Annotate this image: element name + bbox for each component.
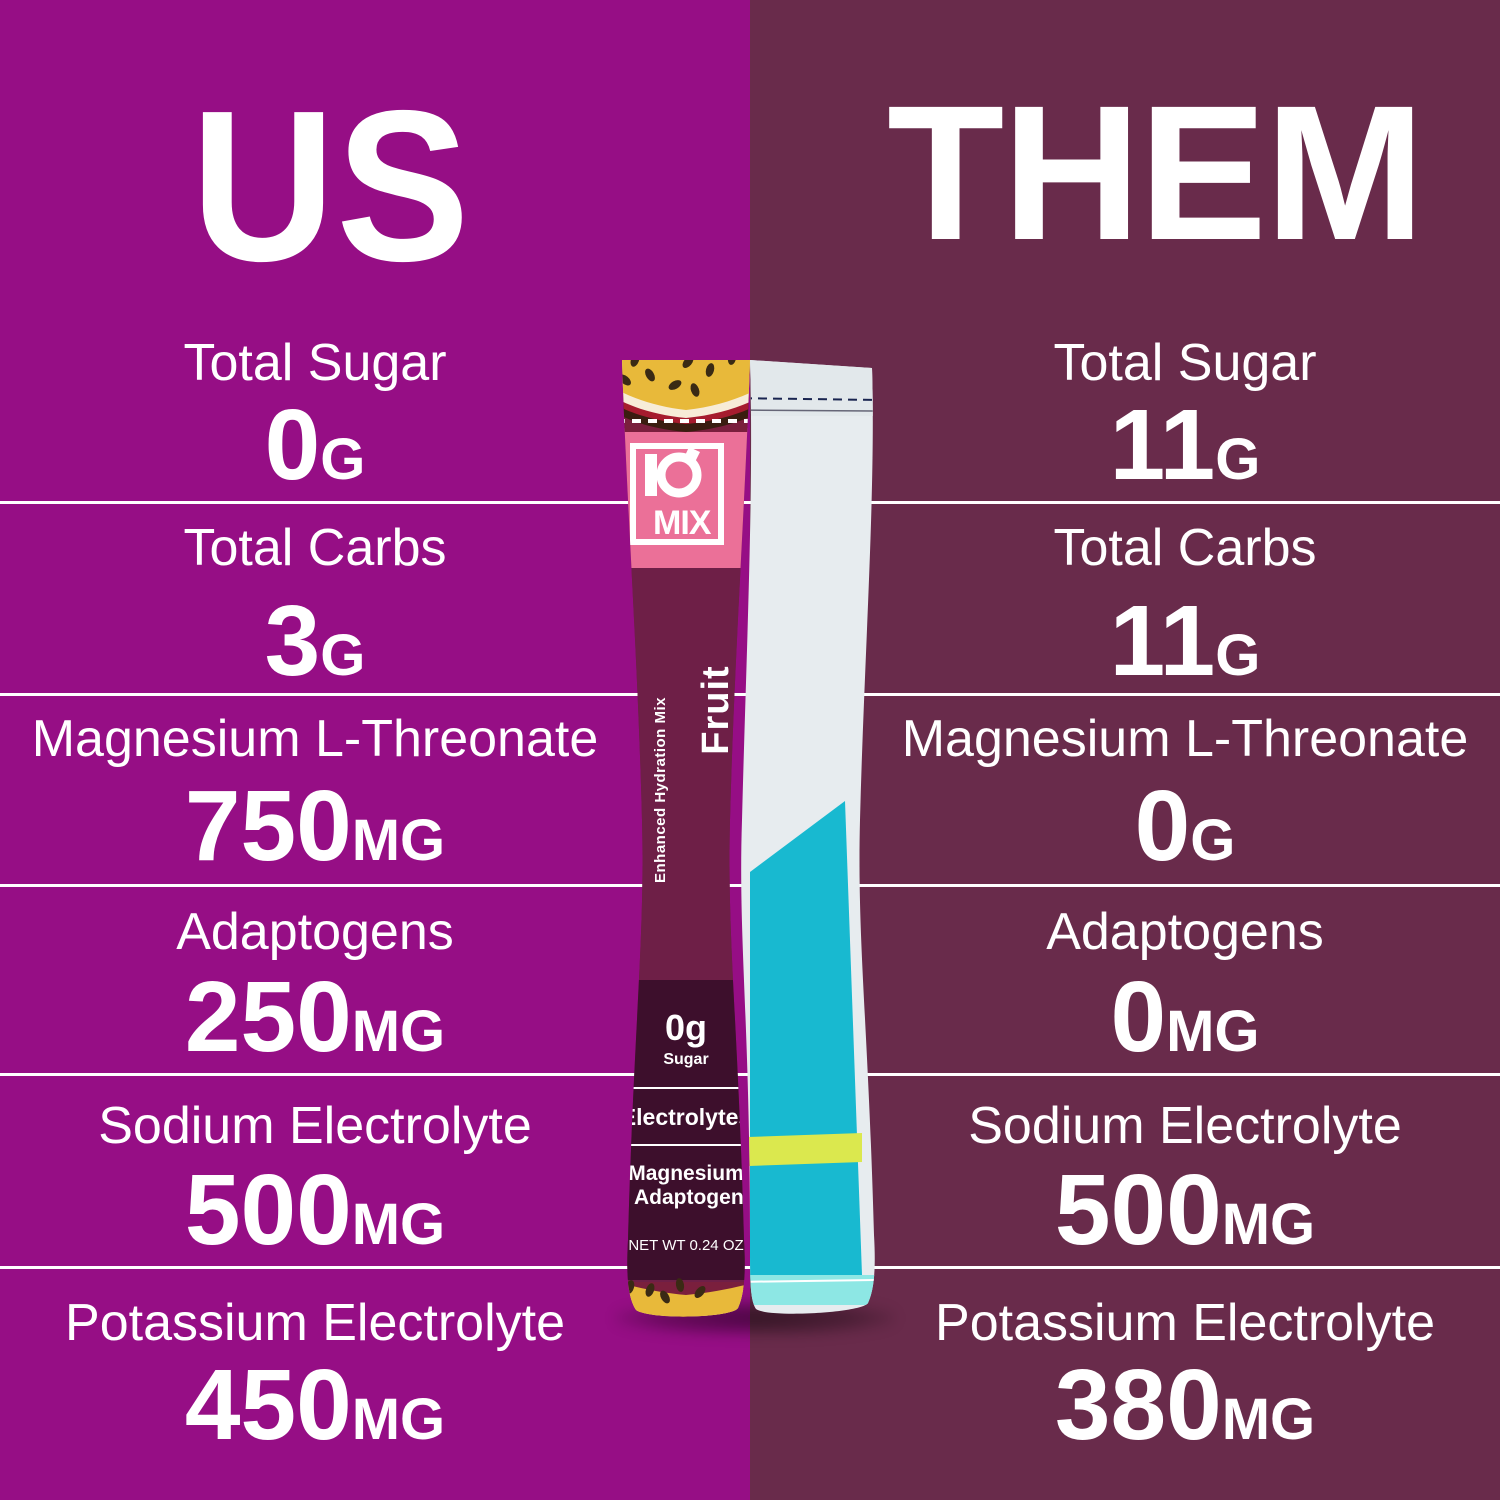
- svg-text:+ Adaptogens: + Adaptogens: [617, 1186, 756, 1209]
- svg-text:NET WT 0.24 OZ: NET WT 0.24 OZ: [628, 1237, 743, 1254]
- svg-text:MIX: MIX: [653, 504, 712, 542]
- svg-text:Electrolytes: Electrolytes: [621, 1104, 751, 1130]
- svg-text:0g: 0g: [665, 1007, 707, 1048]
- svg-text:Enhanced Hydration Mix: Enhanced Hydration Mix: [652, 697, 669, 883]
- svg-text:Sugar: Sugar: [663, 1051, 708, 1068]
- svg-text:Magnesium: Magnesium: [628, 1162, 744, 1185]
- svg-text:Fruit: Fruit: [695, 665, 737, 754]
